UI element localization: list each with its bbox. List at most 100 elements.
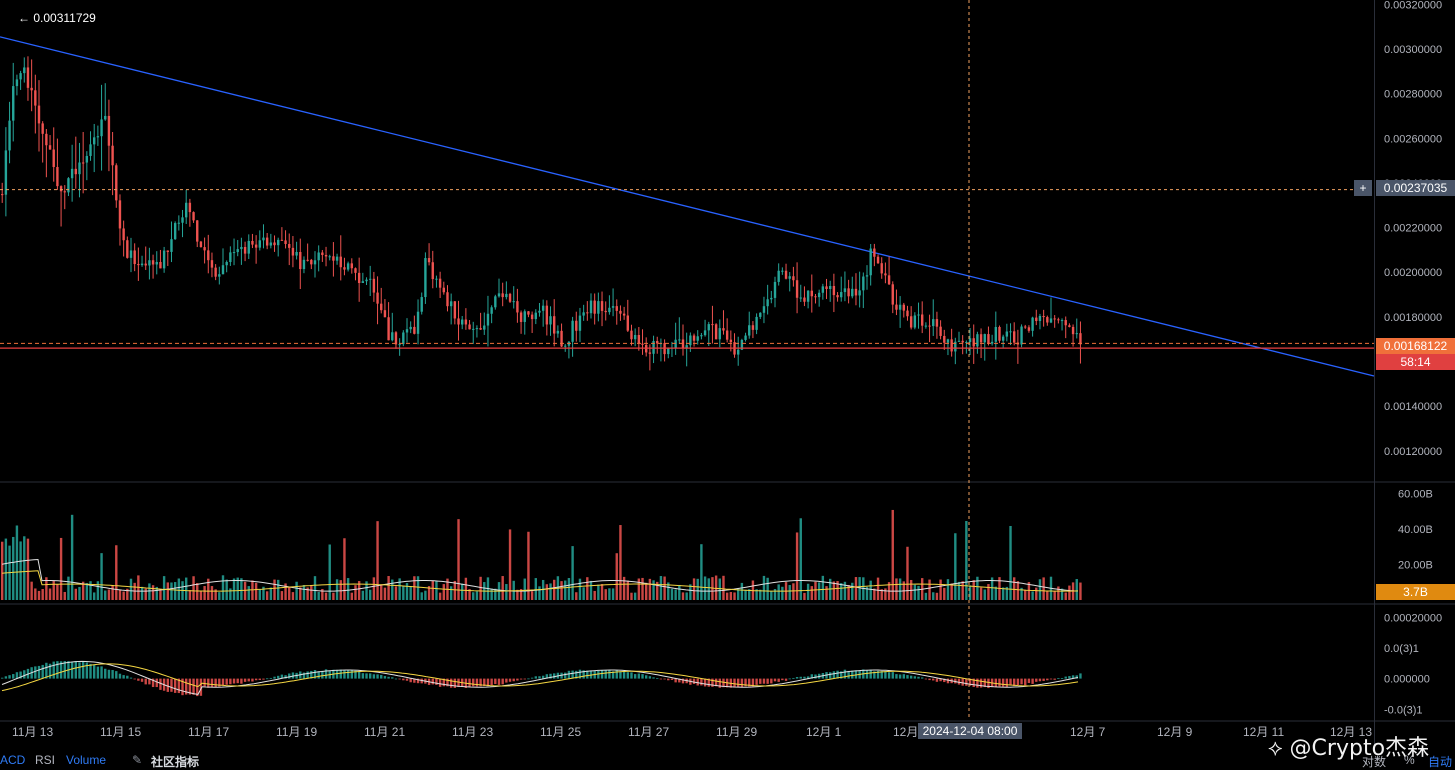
macd-bar: [932, 678, 935, 681]
tab-macd[interactable]: ACD: [0, 753, 26, 767]
macd-bar: [674, 678, 677, 683]
candle-body: [1060, 320, 1064, 322]
macd-bar: [457, 678, 460, 688]
time-tick-label: 11月 19: [276, 725, 317, 739]
volume-bar: [26, 538, 30, 600]
candle-body: [1005, 331, 1009, 337]
candle-body: [1038, 315, 1042, 322]
candle-body: [895, 304, 898, 310]
volume-bar: [479, 576, 482, 600]
macd-bar: [218, 678, 221, 687]
volume-bar: [494, 588, 497, 600]
candle: [976, 331, 979, 354]
candle: [1001, 334, 1005, 348]
candlesticks: [1, 56, 1082, 371]
candle: [1060, 318, 1064, 331]
tab-volume[interactable]: Volume: [66, 753, 107, 767]
macd-bar: [111, 670, 114, 679]
candle: [784, 263, 788, 280]
candle: [597, 292, 600, 322]
volume-bar: [144, 588, 147, 600]
candle: [357, 257, 361, 302]
candle: [494, 294, 497, 310]
current-price-label: 0.00168122: [1376, 338, 1455, 354]
candle: [273, 235, 276, 252]
macd-bar: [954, 678, 957, 684]
volume-bar: [196, 582, 199, 600]
candle: [1013, 322, 1016, 346]
volume-bar: [990, 577, 994, 600]
macd-bar: [159, 678, 162, 690]
crosshair-add-icon[interactable]: +: [1354, 180, 1372, 196]
volume-bar: [306, 587, 309, 600]
candle-body: [30, 87, 33, 91]
volume-bar: [431, 580, 434, 600]
macd-bar: [1016, 678, 1020, 685]
volume-bar: [516, 589, 519, 600]
candle: [126, 236, 129, 259]
candle-body: [203, 247, 206, 251]
macd-bar: [185, 678, 188, 695]
macd-bar: [129, 677, 133, 679]
candle: [983, 333, 986, 361]
volume-bar: [755, 589, 758, 600]
macd-bar: [895, 674, 898, 679]
candle: [586, 301, 589, 321]
macd-bar: [545, 674, 549, 679]
toggle-log[interactable]: 对数: [1362, 755, 1387, 769]
tab-rsi[interactable]: RSI: [35, 753, 56, 767]
volume-bar: [100, 553, 103, 600]
candle-body: [519, 312, 523, 322]
volume-bar: [575, 592, 578, 600]
toggle-auto[interactable]: 自动: [1428, 755, 1453, 769]
candle-body: [1057, 319, 1060, 321]
candle: [173, 221, 177, 240]
macd-bar: [148, 678, 151, 685]
candle: [902, 302, 905, 318]
candle: [534, 309, 537, 325]
candle: [630, 324, 633, 346]
macd-bar: [78, 662, 81, 679]
candle-body: [34, 90, 37, 106]
volume-bar: [501, 576, 504, 600]
candle-body: [887, 275, 891, 285]
volume-bar: [560, 581, 563, 600]
macd-bar: [442, 678, 445, 687]
volume-bar: [957, 581, 961, 600]
volume-bar: [898, 578, 902, 600]
volume-bar: [258, 589, 261, 600]
candle: [817, 289, 821, 307]
volume-bar: [199, 591, 203, 600]
candle: [689, 332, 692, 352]
macd-bar: [670, 678, 674, 680]
edit-icon[interactable]: ✎: [132, 753, 143, 767]
volume-bar: [1064, 592, 1067, 600]
macd-bar: [372, 674, 376, 679]
macd-bar: [582, 670, 585, 679]
candle-body: [225, 262, 228, 266]
macd-bar: [678, 678, 681, 683]
candle-body: [288, 243, 291, 248]
macd-bar: [41, 664, 44, 679]
volume-bar: [210, 586, 214, 600]
macd-bar: [214, 678, 217, 688]
candle: [957, 331, 961, 342]
macd-bar: [829, 672, 832, 679]
macd-bar: [166, 678, 169, 692]
candle-body: [391, 332, 394, 341]
volume-bar: [56, 584, 59, 600]
volume-bar: [817, 582, 821, 600]
macd-bar: [229, 678, 232, 685]
candle: [151, 254, 155, 279]
volume-bar: [321, 588, 324, 600]
tab-community[interactable]: 社区指标: [151, 755, 200, 769]
candle-body: [251, 240, 254, 245]
candle: [306, 243, 309, 262]
macd-bar: [483, 678, 486, 687]
candle-body: [545, 305, 549, 325]
candle: [48, 135, 52, 150]
candle-body: [1024, 326, 1027, 328]
toggle-percent[interactable]: %: [1404, 753, 1415, 767]
candle-body: [851, 288, 854, 297]
